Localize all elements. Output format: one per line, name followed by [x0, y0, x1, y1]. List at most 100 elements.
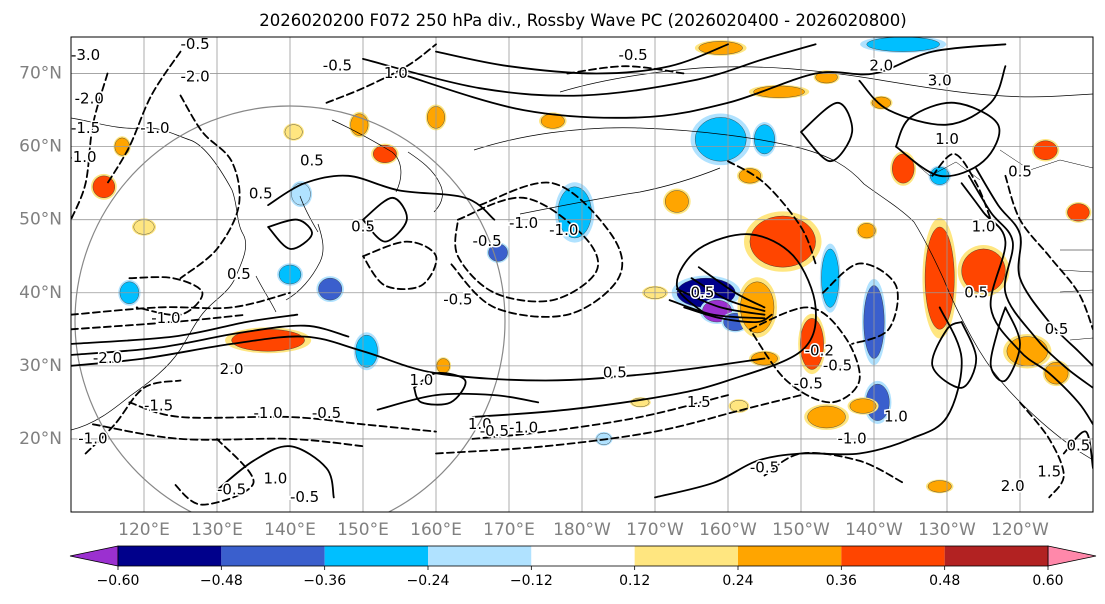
contour-label: -1.0: [140, 119, 169, 137]
contour-line-negative: [566, 65, 686, 75]
colorbar-tick-label: −0.60: [97, 573, 140, 589]
contour-line-positive: [376, 392, 540, 411]
divergence-patch: [353, 332, 380, 371]
contour-label: -0.5: [290, 488, 319, 506]
divergence-patch: [798, 313, 826, 375]
contour-label: -3.0: [71, 46, 100, 64]
divergence-patch-core: [1067, 203, 1090, 222]
divergence-patch: [743, 211, 822, 272]
colorbar-box: [634, 546, 738, 566]
contour-line-negative: [172, 438, 255, 506]
contour-label: 1.0: [409, 371, 433, 389]
divergence-patch-core: [729, 399, 748, 413]
colorbar-frame: [117, 545, 1049, 567]
contour-line-positive: [683, 306, 773, 324]
contour-label: 3.0: [928, 71, 952, 89]
contour-line-negative: [749, 306, 861, 404]
contour-label: -2.0: [180, 68, 209, 86]
divergence-patch: [737, 277, 778, 338]
contour-label: -0.5: [794, 375, 823, 393]
divergence-patch: [316, 276, 344, 303]
divergence-patch: [1003, 333, 1052, 369]
divergence-patch-core: [866, 37, 940, 52]
contour-line-positive: [267, 218, 313, 250]
contour-line-positive: [71, 324, 350, 356]
colorbar-box: [221, 546, 325, 566]
colorbar-box: [531, 546, 635, 566]
divergence-patch: [736, 167, 763, 185]
contour-label: -1.0: [151, 309, 180, 327]
contour-line-positive: [690, 277, 766, 312]
contour-label: -1.5: [144, 397, 173, 415]
divergence-patch-core: [738, 168, 762, 184]
contour-line-positive: [975, 167, 1093, 367]
contour-label: 0.5: [1045, 320, 1069, 338]
contour-label: -0.5: [480, 422, 509, 440]
colorbar-tick-label: 0.60: [1032, 573, 1063, 589]
divergence-patch-core: [488, 243, 508, 262]
y-tick-label: 70°N: [19, 64, 62, 84]
colorbar-box: [944, 546, 1048, 566]
divergence-patch: [663, 188, 691, 215]
contour-line-positive: [960, 182, 1093, 426]
y-tick-label: 50°N: [19, 210, 62, 230]
colorbar-box: [738, 546, 842, 566]
divergence-patch-core: [927, 480, 952, 493]
divergence-patch-core: [373, 144, 397, 163]
divergence-patch: [804, 404, 849, 430]
divergence-patch-core: [740, 281, 775, 334]
divergence-patch-core: [1044, 361, 1069, 385]
contour-line-negative: [931, 153, 992, 221]
contour-line-positive: [398, 43, 1007, 119]
contour-line-positive: [362, 196, 408, 243]
contour-line-negative: [1004, 174, 1093, 331]
contour-label: 2.0: [220, 360, 244, 378]
contour-label: -1.0: [549, 221, 578, 239]
x-tick-label: 120°E: [118, 520, 170, 540]
contour-line-negative: [1019, 401, 1065, 499]
divergence-patch: [1031, 139, 1060, 162]
contour-label: 1.0: [884, 408, 908, 426]
contour-label: 1.0: [384, 64, 408, 82]
colorbar-tick-label: −0.12: [510, 573, 553, 589]
map-frame: [70, 36, 1094, 513]
contour-label: -1.0: [509, 418, 538, 436]
contour-label: 0.5: [249, 185, 273, 203]
contour-label: -1.0: [67, 148, 96, 166]
colorbar-tick-label: 0.24: [722, 573, 753, 589]
contour-layer: [71, 43, 1093, 506]
contour-label: 1.0: [935, 130, 959, 148]
coastline-korea-japan: [255, 195, 324, 313]
contour-label: 1.0: [972, 218, 996, 236]
contour-label: -0.5: [823, 356, 852, 374]
contour-label: -0.5: [472, 232, 501, 250]
contour-label: -0.2: [805, 342, 834, 360]
contour-label: -0.5: [618, 46, 647, 64]
contour-line-positive: [676, 288, 766, 316]
x-tick-label: 130°E: [191, 520, 243, 540]
contour-line-positive: [989, 306, 1021, 383]
coastline-north-america: [913, 221, 1093, 461]
contour-label: 0.5: [300, 152, 324, 170]
divergence-patch-core: [749, 215, 816, 268]
colorbar-tick-label: 0.48: [929, 573, 960, 589]
colorbar: −0.60 −0.48 −0.36 −0.24 −0.12 0.12 0.24 0.36 0.4…: [69, 545, 1097, 589]
colorbar-box: [841, 546, 945, 566]
contour-line-positive: [71, 335, 766, 382]
contour-labels: -0.5 -3.0 -2.0 -1.5 -1.0 -1.0 -2.0 0.5 0.5 0.5 -0.…: [67, 37, 1092, 507]
contour-line-positive: [895, 101, 1001, 178]
contour-line-negative: [71, 313, 248, 331]
divergence-patch-core: [800, 318, 824, 370]
x-tick-label: 150°E: [337, 520, 389, 540]
contour-label: 0.5: [964, 283, 988, 301]
x-tick-label: 120°W: [991, 520, 1049, 540]
x-tick-label: 130°W: [918, 520, 976, 540]
contour-line-positive: [668, 299, 766, 320]
divergence-patch-core: [665, 190, 689, 213]
contour-label: -2.0: [75, 90, 104, 108]
y-tick-label: 40°N: [19, 283, 62, 303]
contour-line-positive: [858, 65, 1007, 126]
contour-line-negative: [362, 240, 438, 290]
contour-line-positive: [413, 372, 467, 406]
